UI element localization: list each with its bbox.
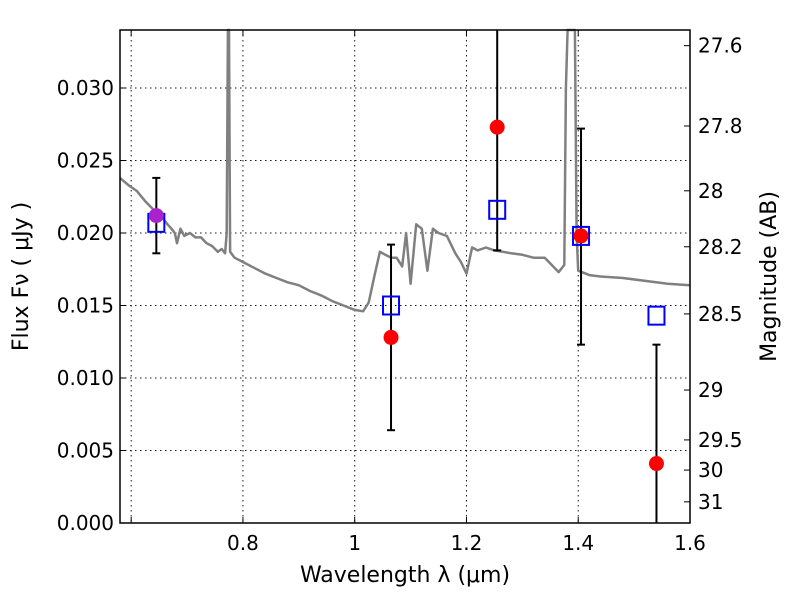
y-tick-label: 0.000 [57, 511, 114, 535]
y-tick-label: 0.025 [57, 149, 114, 173]
model-flux-square [647, 305, 666, 326]
y-tick-label: 0.010 [57, 366, 114, 390]
x-tick-label: 1.6 [674, 531, 706, 555]
plot-frame [119, 29, 691, 524]
magnitude-tick-label: 28 [698, 179, 723, 203]
observed-flux-point [383, 329, 399, 345]
spectrum-layer [119, 28, 691, 313]
x-tick-label: 1 [348, 531, 361, 555]
tick-layer: 0.8 1 1.2 1.4 1.6 0.000 0.005 0.010 0.015 0.020 0.… [57, 30, 743, 555]
x-axis-label: Wavelength λ (μm) [300, 563, 510, 588]
x-tick-label: 0.8 [227, 531, 259, 555]
magnitude-tick-label: 27.6 [698, 34, 743, 58]
y-tick-label: 0.005 [57, 439, 114, 463]
magnitude-tick-label: 28.2 [698, 235, 743, 259]
y-tick-label: 0.030 [57, 76, 114, 100]
x-tick-label: 1.4 [562, 531, 594, 555]
spectrum-line [119, 28, 691, 313]
magnitude-tick-label: 29.5 [698, 428, 743, 452]
magnitude-tick-label: 29 [698, 378, 723, 402]
model-flux-square [382, 295, 401, 316]
marker-layer [147, 119, 666, 472]
observed-flux-point [148, 208, 164, 224]
magnitude-tick-label: 27.8 [698, 114, 743, 138]
observed-flux-point [648, 456, 664, 472]
x-tick-label: 1.2 [451, 531, 483, 555]
magnitude-tick-label: 28.5 [698, 302, 743, 326]
model-flux-square [572, 225, 591, 246]
y-tick-label: 0.015 [57, 294, 114, 318]
model-flux-square [488, 199, 507, 220]
magnitude-tick-label: 30 [698, 458, 723, 482]
y-axis-label: Flux Fν ( μJy ) [9, 202, 34, 351]
y-tick-label: 0.020 [57, 221, 114, 245]
magnitude-tick-label: 31 [698, 490, 723, 514]
observed-flux-point [489, 119, 505, 135]
observed-flux-point [573, 228, 589, 244]
magnitude-axis-label: Magnitude (AB) [757, 191, 782, 362]
